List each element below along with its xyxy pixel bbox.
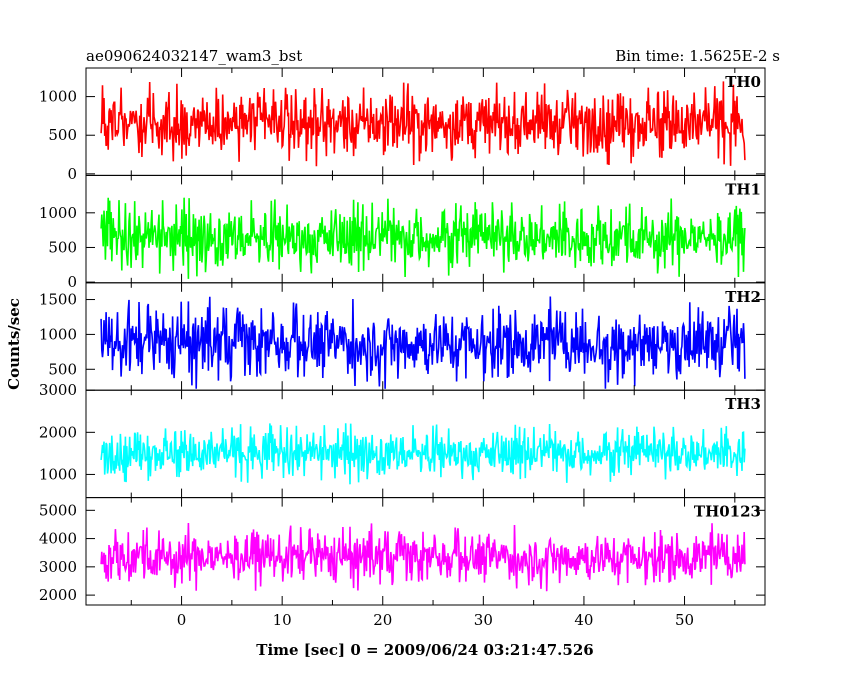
y-tick-label: 2000 bbox=[39, 423, 77, 441]
panel-th2: 500 1000 1500 TH2 bbox=[39, 282, 766, 391]
series-line-th0 bbox=[100, 81, 746, 167]
x-tick-label: 30 bbox=[474, 611, 493, 629]
x-tick-label: 40 bbox=[574, 611, 593, 629]
panel-label: TH3 bbox=[725, 395, 761, 413]
panel-th1: 0 500 1000 TH1 bbox=[39, 174, 766, 291]
panel-th0123: 2000 3000 4000 5000 TH0123 bbox=[39, 497, 766, 606]
y-tick-label: 1000 bbox=[39, 465, 77, 483]
y-tick-label: 0 bbox=[67, 273, 77, 291]
x-tick-label: 10 bbox=[273, 611, 292, 629]
y-tick-label: 4000 bbox=[39, 530, 77, 548]
panel-label: TH0 bbox=[725, 73, 761, 91]
panel-label: TH2 bbox=[725, 288, 761, 306]
y-tick-label: 2000 bbox=[39, 586, 77, 604]
panel-label: TH1 bbox=[725, 180, 761, 198]
series-line-th1 bbox=[100, 197, 746, 279]
y-tick-label: 1000 bbox=[39, 88, 77, 106]
y-tick-label: 0 bbox=[67, 165, 77, 183]
y-tick-label: 3000 bbox=[39, 381, 77, 399]
panel-th0: 0 500 1000 TH0 bbox=[39, 67, 766, 183]
y-tick-label: 500 bbox=[48, 360, 77, 378]
y-tick-label: 3000 bbox=[39, 558, 77, 576]
panel-frame bbox=[85, 497, 766, 606]
y-axis-label: Counts/sec bbox=[5, 298, 23, 390]
series-line-th0123 bbox=[100, 522, 746, 592]
x-tick-label: 0 bbox=[177, 611, 187, 629]
y-tick-label: 5000 bbox=[39, 501, 77, 519]
y-tick-label: 500 bbox=[48, 126, 77, 144]
panel-th3: 1000 2000 3000 TH3 bbox=[39, 381, 766, 499]
chart-title: ae090624032147_wam3_bst bbox=[86, 47, 302, 65]
series-line-th2 bbox=[100, 296, 746, 389]
x-tick-label: 20 bbox=[373, 611, 392, 629]
series-line-th3 bbox=[100, 423, 746, 485]
x-axis-label: Time [sec] 0 = 2009/06/24 03:21:47.526 bbox=[256, 641, 593, 659]
bin-time-label: Bin time: 1.5625E-2 s bbox=[615, 47, 780, 65]
y-tick-label: 1000 bbox=[39, 204, 77, 222]
y-tick-label: 500 bbox=[48, 238, 77, 256]
y-tick-label: 1000 bbox=[39, 325, 77, 343]
panel-label: TH0123 bbox=[694, 503, 761, 521]
x-tick-label: 50 bbox=[675, 611, 694, 629]
y-tick-label: 1500 bbox=[39, 291, 77, 309]
